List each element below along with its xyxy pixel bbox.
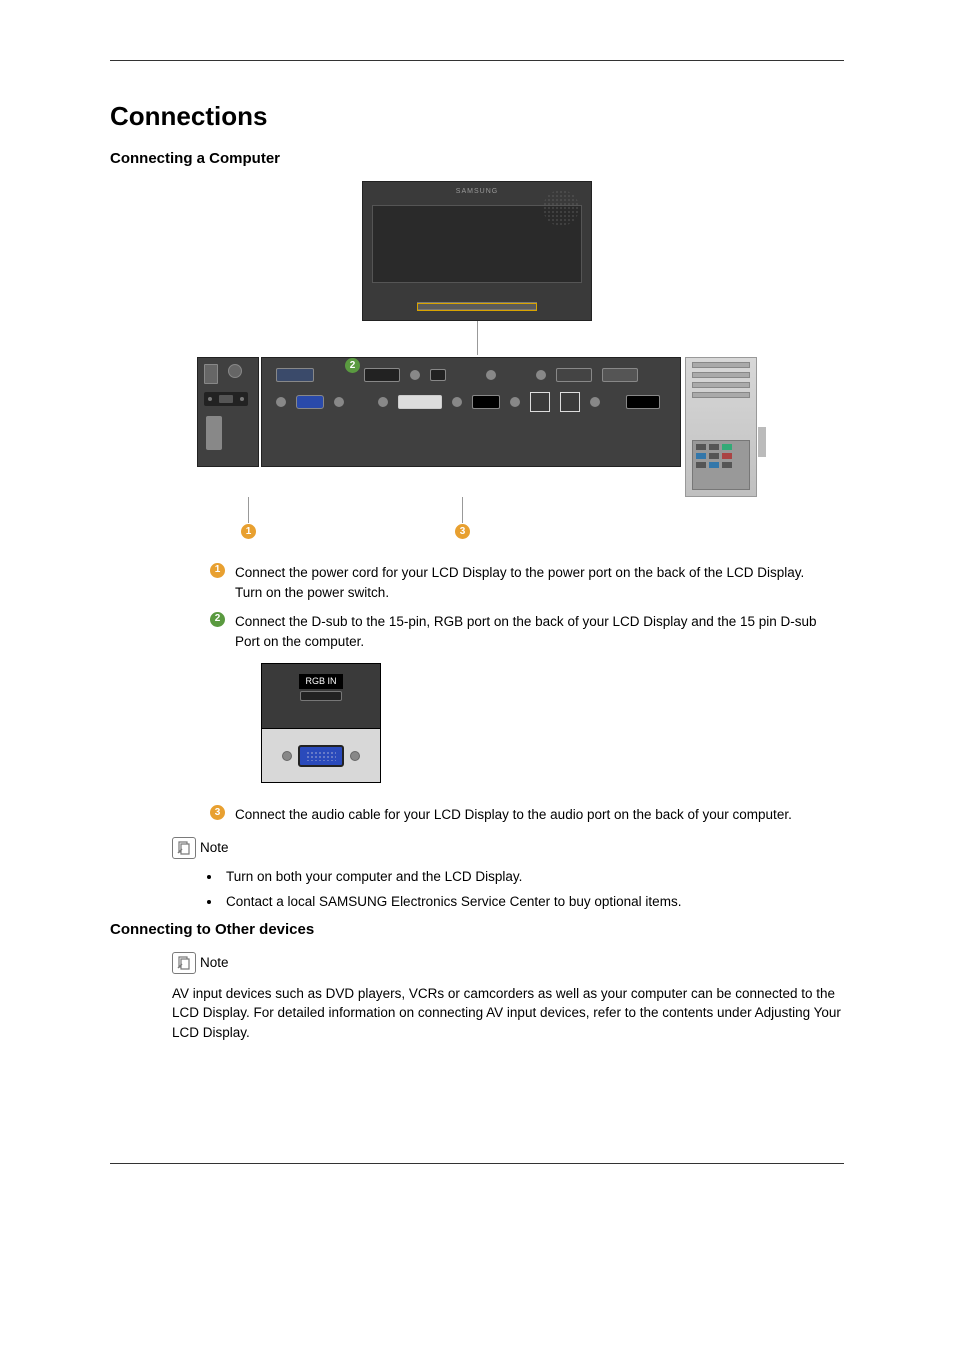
step-text: Connect the audio cable for your LCD Dis…: [235, 805, 824, 825]
port-icon: [556, 368, 592, 382]
mini-round-icon: [228, 364, 242, 378]
audio-jack-icon: [510, 397, 520, 407]
rca-port-icon: [486, 370, 496, 380]
step-text: Connect the D-sub to the 15-pin, RGB por…: [235, 612, 824, 795]
rgb-in-label: RGB IN: [299, 674, 342, 689]
step-item: 1 Connect the power cord for your LCD Di…: [210, 563, 824, 602]
bullet-item: Turn on both your computer and the LCD D…: [222, 869, 844, 884]
rear-panel-left: [197, 357, 259, 467]
hdmi-port-icon: [364, 368, 400, 382]
rear-panel-row: [197, 357, 757, 497]
callout-3: 3: [455, 524, 470, 539]
section-heading-computer: Connecting a Computer: [110, 150, 844, 167]
step-text: Connect the power cord for your LCD Disp…: [235, 563, 824, 602]
audio-jack-icon: [334, 397, 344, 407]
step-item: 3 Connect the audio cable for your LCD D…: [210, 805, 824, 825]
note-label: Note: [200, 840, 229, 855]
power-inlet-icon: [206, 416, 222, 450]
step-number-3: 3: [210, 805, 225, 820]
note-icon: [172, 837, 196, 859]
rgb-slot-icon: [300, 691, 342, 701]
audio-jack-icon: [590, 397, 600, 407]
note-icon: [172, 952, 196, 974]
step-number-2: 2: [210, 612, 225, 627]
callout-2: 2: [345, 358, 360, 373]
callout-line: [462, 497, 463, 523]
callout-line: [248, 497, 249, 523]
port-icon: [626, 395, 660, 409]
callout-1: 1: [241, 524, 256, 539]
vga-port-icon: [296, 395, 324, 409]
port-icon: [472, 395, 500, 409]
connector-line: [477, 321, 478, 355]
monitor-illustration: SAMSUNG: [362, 181, 592, 321]
rgb-port-detail: RGB IN: [261, 663, 381, 783]
small-port-icon: [430, 369, 446, 381]
top-rule: [110, 60, 844, 61]
audio-jack-icon: [276, 397, 286, 407]
audio-jack-icon: [378, 397, 388, 407]
port-icon: [602, 368, 638, 382]
step-number-1: 1: [210, 563, 225, 578]
rca-port-icon: [536, 370, 546, 380]
pc-tower-illustration: [685, 357, 757, 497]
note-label: Note: [200, 955, 229, 970]
highlight-box: [417, 303, 537, 311]
step-text-content: Connect the D-sub to the 15-pin, RGB por…: [235, 614, 817, 649]
note-block: Note: [172, 952, 844, 974]
note-block: Note: [172, 837, 844, 859]
speaker-grid-icon: [543, 190, 579, 226]
rca-port-icon: [410, 370, 420, 380]
square-port-icon: [560, 392, 580, 412]
vga-screw-icon: [350, 751, 360, 761]
connection-diagram: SAMSUNG: [110, 181, 844, 543]
steps-list: 1 Connect the power cord for your LCD Di…: [210, 563, 824, 825]
section-heading-other: Connecting to Other devices: [110, 921, 844, 938]
dvi-port-icon: [398, 395, 442, 409]
square-port-icon: [530, 392, 550, 412]
vga-screw-icon: [282, 751, 292, 761]
rgb-port-icon: [276, 368, 314, 382]
rear-panel-center: [261, 357, 681, 467]
bullet-item: Contact a local SAMSUNG Electronics Serv…: [222, 894, 844, 909]
bottom-rule: [110, 1163, 844, 1164]
other-devices-paragraph: AV input devices such as DVD players, VC…: [172, 984, 844, 1043]
page-title: Connections: [110, 101, 844, 132]
vga-connector-icon: [298, 745, 344, 767]
audio-jack-icon: [452, 397, 462, 407]
mini-port-icon: [204, 364, 218, 384]
monitor-brand: SAMSUNG: [456, 188, 498, 195]
step-item: 2 Connect the D-sub to the 15-pin, RGB p…: [210, 612, 824, 795]
power-strip: [204, 392, 248, 406]
note-bullets: Turn on both your computer and the LCD D…: [222, 869, 844, 909]
